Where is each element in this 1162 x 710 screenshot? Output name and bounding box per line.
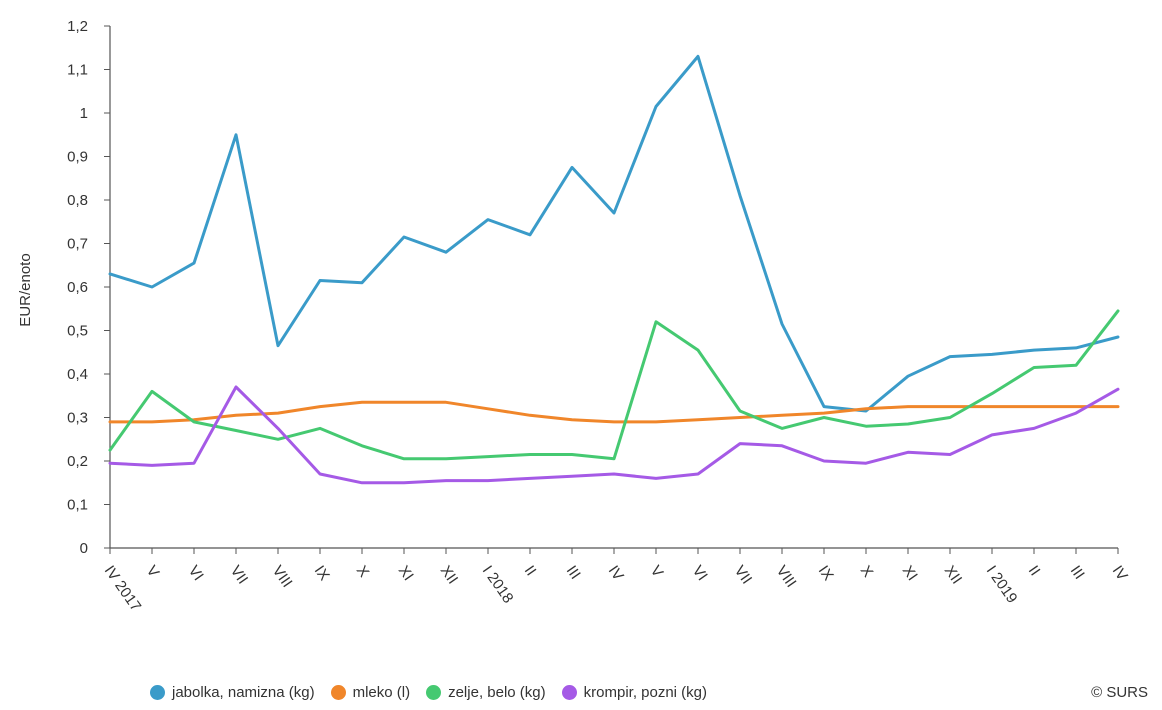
y-tick-label: 0,1 [67, 497, 88, 514]
x-tick-label: VII [731, 563, 755, 588]
x-tick-label: I 2019 [983, 563, 1021, 607]
x-tick-label: IV 2017 [101, 563, 145, 615]
x-tick-label: XI [899, 563, 921, 584]
legend-item-1[interactable]: mleko (l) [330, 684, 411, 701]
series-line-3[interactable] [108, 385, 1120, 485]
x-tick-label: V [143, 563, 163, 581]
y-tick-label: 0,7 [67, 236, 88, 253]
y-tick-label: 0,2 [67, 453, 88, 470]
x-tick-label: VI [185, 563, 207, 584]
x-tick-label: X [353, 563, 373, 581]
series-line-0[interactable] [108, 54, 1120, 413]
x-tick-label: II [1025, 563, 1044, 580]
y-axis-title: EUR/enoto [17, 253, 34, 326]
series-line-2[interactable] [108, 309, 1120, 461]
x-tick-label: IX [815, 563, 837, 584]
legend: jabolka, namizna (kg) mleko (l) zelje, bel… [150, 684, 707, 701]
y-tick-label: 1,1 [67, 62, 88, 79]
legend-marker [426, 685, 442, 700]
y-tick-label: 0,6 [67, 279, 88, 296]
y-tick-label: 1 [80, 105, 88, 122]
x-tick-label: III [1067, 563, 1088, 583]
x-tick-label: XI [395, 563, 417, 584]
line-chart: 0 0,1 0,2 0,3 0,4 0,5 0,6 0,7 0,8 0,9 1 1,1 1,2 IV 2… [17, 18, 1131, 615]
legend-item-2[interactable]: zelje, belo (kg) [426, 684, 546, 701]
y-tick-label: 1,2 [67, 18, 88, 35]
legend-label: zelje, belo (kg) [448, 684, 546, 701]
legend-label: mleko (l) [352, 684, 411, 701]
y-tick-label: 0,5 [67, 323, 88, 340]
legend-item-0[interactable]: jabolka, namizna (kg) [150, 684, 315, 701]
series-line-1[interactable] [108, 400, 1120, 424]
legend-marker [150, 685, 165, 700]
x-tick-label: I 2018 [479, 563, 517, 607]
x-tick-label: IV [1109, 563, 1131, 584]
x-tick-label: IV [605, 563, 627, 584]
y-tick-label: 0,3 [67, 410, 88, 427]
credit: © SURS [1091, 684, 1148, 701]
y-tick-label: 0,9 [67, 149, 88, 166]
y-tick-label: 0 [80, 540, 88, 557]
legend-item-3[interactable]: krompir, pozni (kg) [561, 684, 708, 701]
x-tick-label: VII [227, 563, 251, 588]
legend-marker [330, 685, 346, 700]
x-tick-label: X [857, 563, 877, 581]
x-tick-label: XII [941, 563, 965, 588]
series-layer [108, 54, 1120, 485]
x-tick-label: XII [437, 563, 461, 588]
x-tick-label: V [647, 563, 667, 581]
y-axis: 0 0,1 0,2 0,3 0,4 0,5 0,6 0,7 0,8 0,9 1 1,1 1,2 [67, 18, 111, 557]
legend-label: krompir, pozni (kg) [583, 684, 708, 701]
legend-label: jabolka, namizna (kg) [172, 684, 315, 701]
legend-marker [561, 685, 577, 700]
y-tick-label: 0,4 [67, 366, 88, 383]
x-tick-label: VIII [773, 563, 800, 591]
x-tick-label: III [563, 563, 584, 583]
x-tick-label: II [521, 563, 540, 580]
x-tick-label: IX [311, 563, 333, 584]
x-tick-label: VI [689, 563, 711, 584]
x-tick-label: VIII [269, 563, 296, 591]
y-tick-label: 0,8 [67, 192, 88, 209]
